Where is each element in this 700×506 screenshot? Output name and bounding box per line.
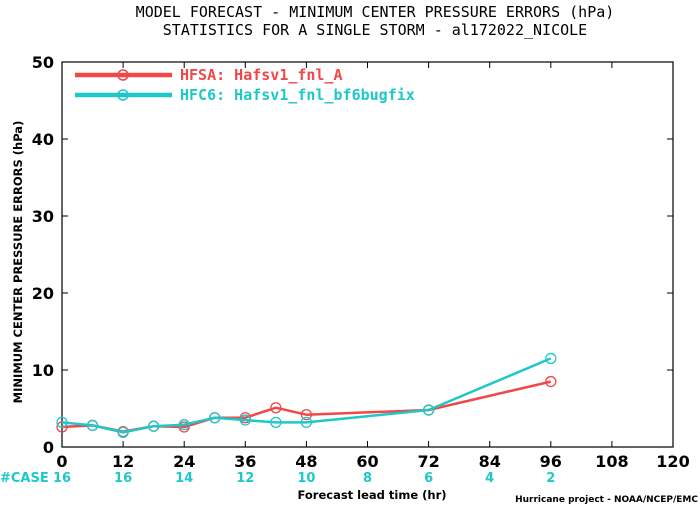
case-count: 4 xyxy=(485,471,494,486)
x-tick-label: 36 xyxy=(234,452,256,471)
data-point xyxy=(209,412,221,424)
x-tick-label: 84 xyxy=(479,452,501,471)
series-layer xyxy=(56,352,557,439)
data-point xyxy=(56,416,68,429)
legend-entry: HFSA: Hafsv1_fnl_A xyxy=(180,66,343,84)
x-tick-label: 108 xyxy=(595,452,628,471)
x-tick-label: 120 xyxy=(656,452,689,471)
data-point xyxy=(270,416,282,429)
x-tick-label: 48 xyxy=(295,452,317,471)
credit-text: Hurricane project - NOAA/NCEP/EMC xyxy=(515,495,698,505)
data-point xyxy=(422,404,435,416)
data-point xyxy=(545,375,557,388)
x-tick-label: 96 xyxy=(540,452,562,471)
y-tick-label: 50 xyxy=(32,53,54,72)
data-point xyxy=(545,352,557,365)
data-point xyxy=(178,419,190,431)
case-count: 8 xyxy=(363,471,372,486)
data-point xyxy=(300,416,313,429)
x-tick-label: 12 xyxy=(112,452,134,471)
series-hfc6 xyxy=(56,352,557,439)
y-tick-label: 30 xyxy=(32,207,54,226)
x-axis-label: Forecast lead time (hr) xyxy=(297,488,446,502)
data-point xyxy=(300,409,313,421)
case-count: 16 xyxy=(114,471,132,486)
data-point xyxy=(147,420,160,432)
x-tick-label: 24 xyxy=(173,452,195,471)
chart-subtitle: STATISTICS FOR A SINGLE STORM - al172022… xyxy=(163,21,587,39)
y-tick-label: 40 xyxy=(32,130,54,149)
y-tick-label: 20 xyxy=(32,284,54,303)
case-count: 12 xyxy=(236,471,254,486)
case-count: 14 xyxy=(175,471,193,486)
series-line xyxy=(61,357,552,434)
case-label: #CASE xyxy=(0,471,49,486)
y-tick-label: 10 xyxy=(32,361,54,380)
x-tick-label: 0 xyxy=(56,452,67,471)
y-tick-label: 0 xyxy=(43,438,54,457)
case-count: 6 xyxy=(424,471,433,486)
x-tick-label: 72 xyxy=(417,452,439,471)
case-count: 2 xyxy=(546,471,555,486)
axes: 0 12 24 36 48 60 72 84 96 108 120 0 10 20 30 40 50 xyxy=(32,53,690,471)
legend: HFSA: Hafsv1_fnl_A HFC6: Hafsv1_fnl_bf6bu… xyxy=(75,66,415,104)
data-point xyxy=(56,421,68,433)
legend-marker xyxy=(117,89,129,101)
case-count-row: #CASE 16 16 14 12 10 8 6 4 2 xyxy=(0,471,555,486)
case-count: 10 xyxy=(297,471,315,486)
legend-entry: HFC6: Hafsv1_fnl_bf6bugfix xyxy=(180,86,415,104)
x-tick-label: 60 xyxy=(356,452,378,471)
legend-marker xyxy=(117,69,129,81)
chart-title: MODEL FORECAST - MINIMUM CENTER PRESSURE… xyxy=(136,3,615,21)
data-point xyxy=(239,414,251,426)
plot-frame xyxy=(61,61,674,448)
data-point xyxy=(117,426,129,439)
data-point xyxy=(86,419,99,432)
case-count: 16 xyxy=(53,471,71,486)
data-point xyxy=(270,402,282,414)
y-axis-label: MINIMUM CENTER PRESSURE ERRORS (hPa) xyxy=(11,121,25,404)
